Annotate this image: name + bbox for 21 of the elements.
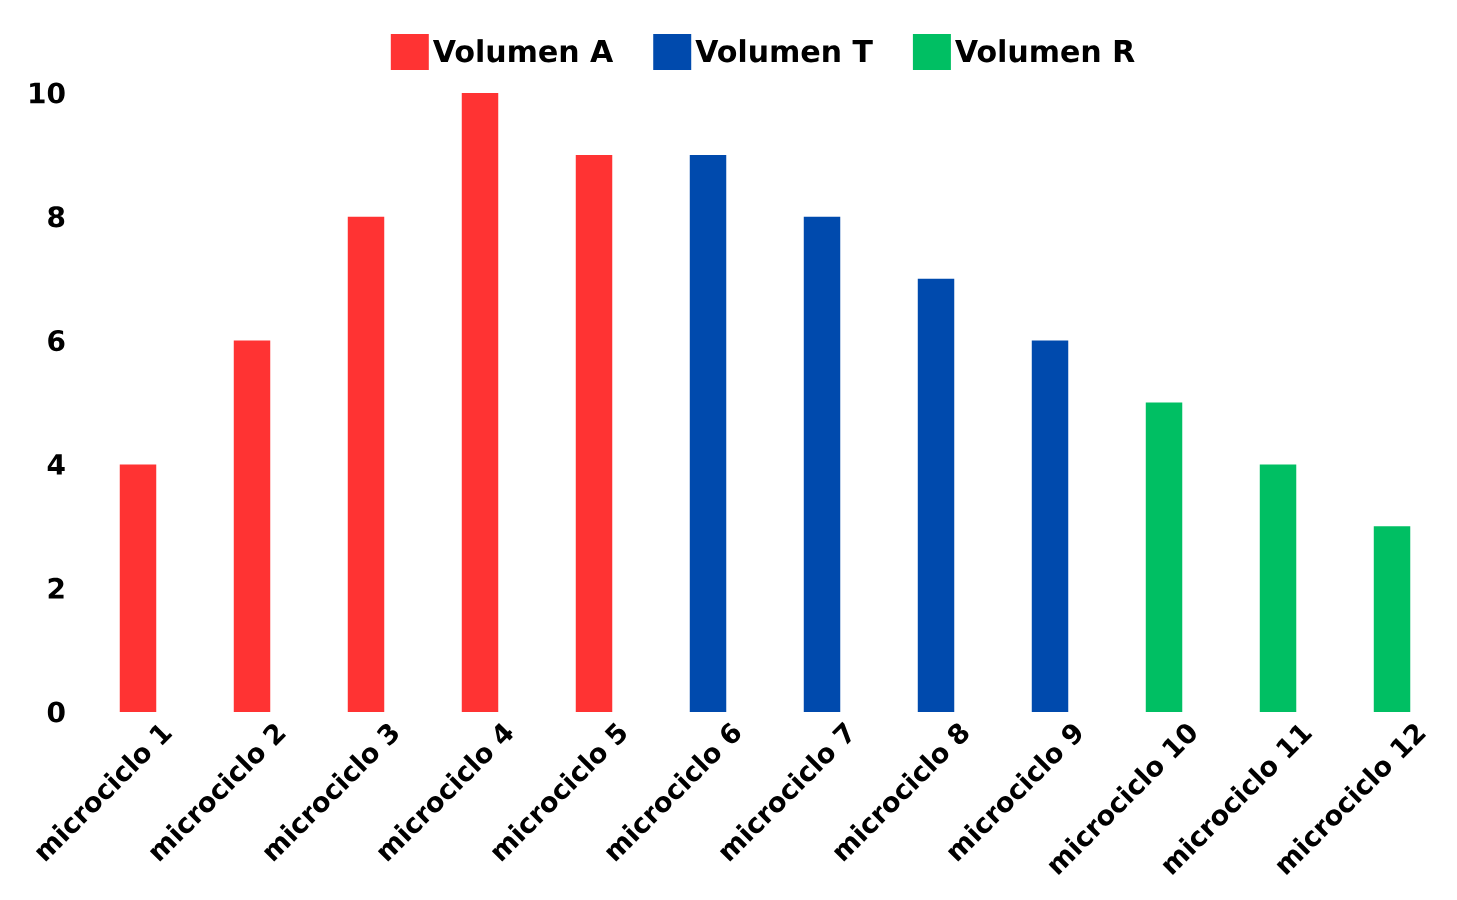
y-tick-label: 10 bbox=[30, 82, 65, 104]
legend-label: Volumen R bbox=[955, 39, 1135, 63]
bar bbox=[689, 154, 727, 712]
bar bbox=[347, 216, 385, 712]
bar bbox=[803, 216, 841, 712]
legend-label: Volumen T bbox=[695, 39, 873, 63]
legend-label: Volumen A bbox=[432, 39, 614, 63]
bar bbox=[233, 340, 271, 712]
bar bbox=[119, 464, 157, 712]
y-tick-label: 8 bbox=[48, 206, 65, 228]
bar bbox=[1259, 464, 1297, 712]
y-tick-label: 0 bbox=[47, 701, 65, 723]
bar bbox=[1031, 340, 1069, 712]
bar bbox=[461, 92, 499, 712]
bar bbox=[1145, 402, 1183, 712]
bar bbox=[575, 154, 613, 712]
y-tick-label: 2 bbox=[48, 577, 64, 599]
bar bbox=[917, 278, 955, 712]
y-tick-label: 6 bbox=[48, 330, 65, 352]
bar bbox=[1373, 526, 1411, 712]
y-tick-label: 4 bbox=[47, 454, 65, 475]
